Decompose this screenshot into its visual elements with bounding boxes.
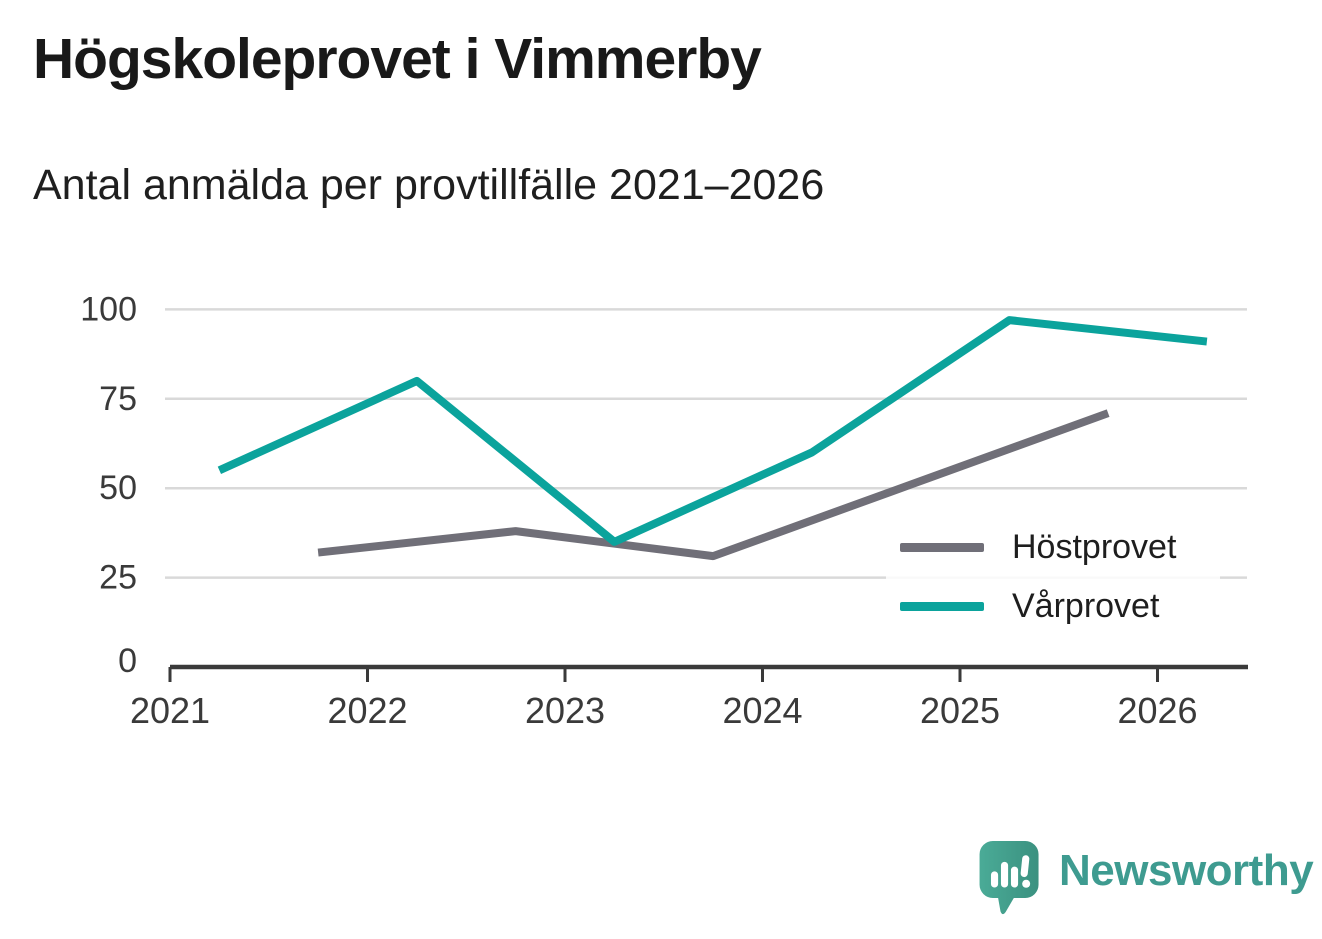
speech-bubble-shape (979, 840, 1039, 915)
newsworthy-logo-icon (979, 840, 1039, 915)
newsworthy-logo: Newsworthy (977, 840, 1314, 918)
x-tick-label-2026: 2026 (1117, 690, 1197, 731)
legend: Höstprovet Vårprovet (886, 514, 1220, 644)
legend-swatch-hostprovet (900, 543, 984, 552)
x-tick-label-2021: 2021 (130, 690, 210, 731)
chart-title: Högskoleprovet i Vimmerby (33, 27, 762, 91)
legend-row-hostprovet: Höstprovet (886, 518, 1220, 577)
x-tick-label-2025: 2025 (920, 690, 1000, 731)
x-tick-label-2023: 2023 (525, 690, 605, 731)
legend-label-hostprovet: Höstprovet (1012, 528, 1177, 566)
legend-swatch-varprovet (900, 602, 984, 611)
x-tick-label-2022: 2022 (327, 690, 407, 731)
newsworthy-logo-text: Newsworthy (1059, 846, 1314, 895)
series-line-varprovet (217, 316, 1208, 546)
y-tick-label-75: 75 (99, 380, 137, 418)
legend-row-varprovet: Vårprovet (886, 577, 1220, 636)
bar-chart-exclamation-glyph (990, 855, 1031, 888)
series-line-hostprovet (317, 409, 1110, 561)
y-tick-label-0: 0 (118, 642, 137, 680)
y-tick-label-25: 25 (99, 559, 137, 597)
chart-subtitle: Antal anmälda per provtillfälle 2021–202… (33, 161, 825, 209)
x-tick-label-2024: 2024 (722, 690, 802, 731)
y-tick-label-50: 50 (99, 469, 137, 507)
y-tick-label-100: 100 (80, 290, 137, 328)
legend-label-varprovet: Vårprovet (1012, 587, 1160, 625)
